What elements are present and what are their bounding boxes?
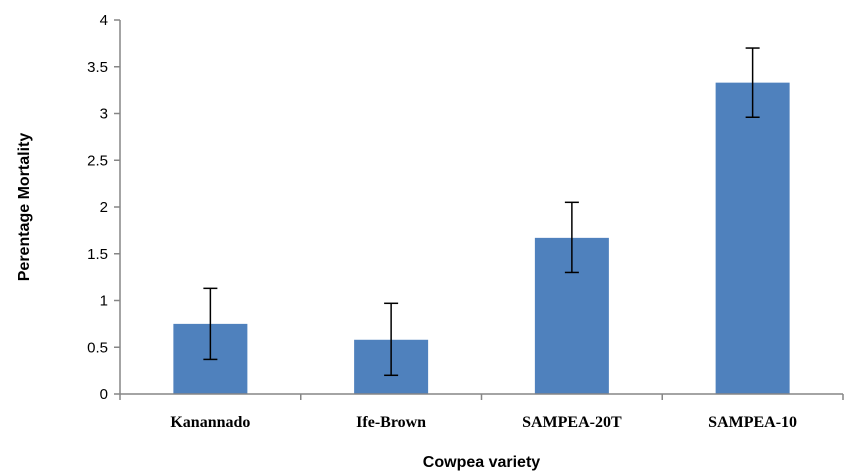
- y-tick-label: 1: [100, 293, 108, 310]
- error-bars: [203, 47, 760, 377]
- bars: [173, 82, 790, 395]
- bar: [715, 82, 790, 395]
- y-tick-label: 2: [100, 199, 108, 216]
- y-tick-label: 2.5: [87, 152, 108, 169]
- y-tick-label: 4: [100, 12, 108, 29]
- y-tick-label: 3.5: [87, 59, 108, 76]
- y-tick-label: 3: [100, 106, 108, 123]
- y-axis-title: Perentage Mortality: [16, 133, 33, 282]
- error-bar: [564, 201, 579, 274]
- error-bar: [745, 47, 760, 118]
- y-axis-ticks: 0 0.5 1 1.5 2 2.5 3 3.5 4: [87, 12, 120, 403]
- x-axis-labels: Kanannado Ife-Brown SAMPEA-20T SAMPEA-10: [170, 414, 797, 431]
- x-axis-title: Cowpea variety: [423, 454, 540, 471]
- x-category-label: Ife-Brown: [356, 414, 426, 431]
- y-tick-label: 1.5: [87, 246, 108, 263]
- error-bar: [384, 302, 399, 377]
- y-tick-label: 0.5: [87, 339, 108, 356]
- x-axis-ticks: [119, 394, 844, 400]
- x-category-label: SAMPEA-10: [708, 414, 797, 431]
- x-category-label: SAMPEA-20T: [522, 414, 622, 431]
- x-category-label: Kanannado: [170, 414, 250, 431]
- y-tick-label: 0: [100, 386, 108, 403]
- error-bar: [203, 287, 218, 361]
